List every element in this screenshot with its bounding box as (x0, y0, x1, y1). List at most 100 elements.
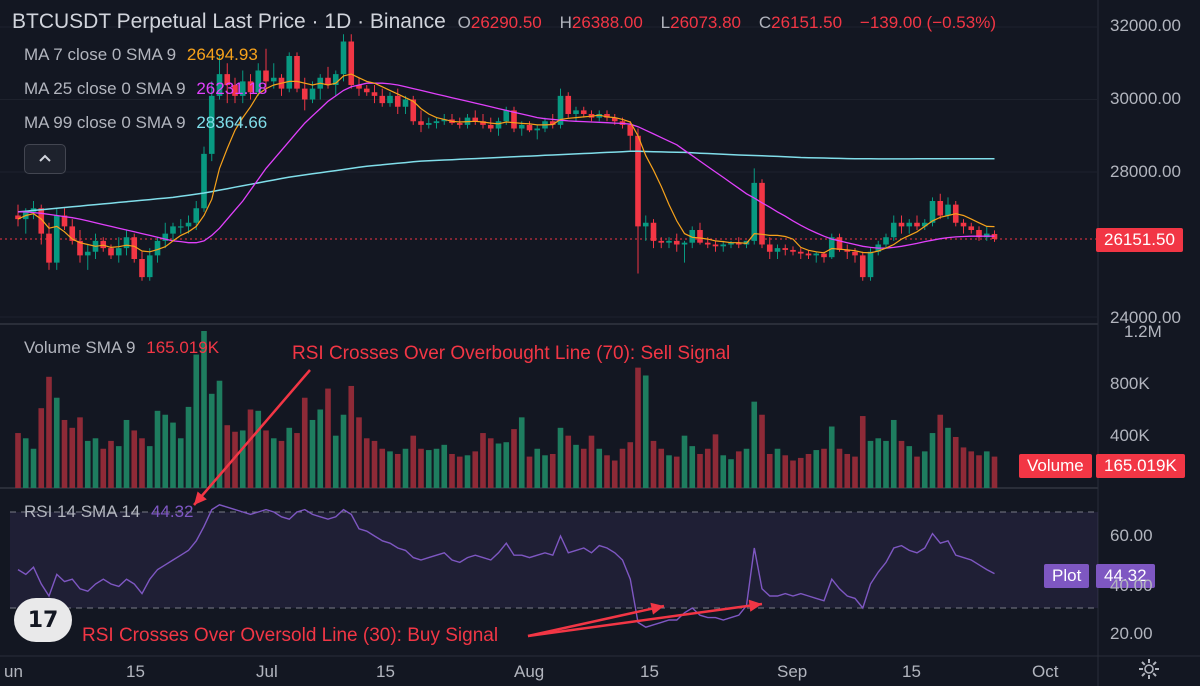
candle-body (821, 253, 827, 258)
volume-bar (418, 448, 424, 488)
volume-bar (294, 433, 300, 488)
volume-bar (15, 433, 21, 488)
candle-body (286, 56, 293, 89)
volume-bar (340, 414, 347, 488)
candle-body (387, 95, 393, 104)
candle-body (162, 233, 169, 241)
candle-body (867, 251, 874, 278)
volume-bar (611, 460, 618, 488)
price-axis-label: 32000.00 (1110, 16, 1181, 35)
volume-bar (301, 397, 308, 488)
collapse-legend-button[interactable] (24, 144, 66, 174)
candle-body (247, 81, 254, 93)
volume-bar (526, 456, 533, 488)
candle-body (627, 124, 634, 136)
volume-bar (557, 427, 564, 488)
volume-bar (642, 375, 649, 488)
tradingview-logo[interactable]: 17 (14, 598, 72, 642)
volume-legend[interactable]: Volume SMA 9 165.019K (24, 338, 220, 357)
candle-body (503, 110, 510, 122)
volume-bar (805, 453, 812, 488)
candle-body (270, 77, 277, 82)
volume-bar (797, 457, 804, 488)
volume-bar (247, 409, 254, 488)
candle-body (309, 88, 316, 100)
candle-body (604, 114, 610, 118)
symbol-legend: BTCUSDT Perpetual Last Price · 1D · Bina… (12, 10, 996, 33)
candle-body (472, 117, 479, 122)
candle-body (658, 240, 665, 243)
overbought-arrow-head (194, 491, 207, 505)
rsi-tag-value: 44.32 (1096, 564, 1155, 588)
volume-bar (464, 455, 471, 488)
volume-bar (193, 354, 200, 488)
volume-bar (673, 456, 680, 488)
candle-body (720, 244, 727, 247)
rsi-line (17, 504, 995, 628)
candle-body (968, 226, 975, 230)
volume-bar (867, 440, 874, 488)
volume-bar (139, 438, 145, 488)
volume-bar (604, 455, 610, 488)
volume-bar (821, 448, 827, 488)
volume-bar (503, 442, 510, 488)
volume-bar (635, 367, 641, 488)
volume-bar (332, 435, 339, 488)
candle-body (371, 92, 378, 96)
volume-bar (46, 376, 52, 488)
volume-bar (379, 448, 386, 488)
ma7-legend[interactable]: MA 7 close 0 SMA 9 26494.93 (24, 45, 258, 64)
time-axis-label: 15 (376, 662, 395, 681)
symbol-title[interactable]: BTCUSDT Perpetual Last Price · 1D · Bina… (12, 10, 446, 33)
candle-body (642, 222, 649, 227)
ma99-legend[interactable]: MA 99 close 0 SMA 9 28364.66 (24, 113, 268, 132)
candle-body (751, 182, 758, 241)
candle-body (255, 70, 262, 93)
volume-bar (852, 456, 858, 488)
volume-bar (751, 401, 758, 488)
high-value: 26388.00 (571, 13, 643, 32)
gear-icon[interactable] (1138, 658, 1160, 686)
volume-bar (115, 446, 122, 488)
candle-body (813, 253, 820, 256)
volume-bar (232, 431, 238, 488)
volume-bar (658, 448, 665, 488)
candle-body (611, 117, 618, 122)
volume-bar (952, 436, 959, 488)
candle-body (185, 222, 192, 227)
candle-body (596, 114, 603, 118)
ma7-value: 26494.93 (186, 45, 258, 64)
ma25-legend[interactable]: MA 25 close 0 SMA 9 26231.18 (24, 79, 268, 98)
candle-body (356, 85, 362, 89)
volume-bar (859, 416, 866, 488)
candle-body (774, 248, 781, 252)
volume-bar (270, 438, 277, 488)
candle-body (921, 222, 928, 227)
volume-bar (542, 455, 548, 488)
candle-body (844, 249, 851, 252)
candle-body (456, 123, 463, 125)
volume-bar (782, 455, 789, 488)
ma7-line (17, 73, 995, 254)
candle-body (859, 255, 866, 278)
volume-bar (774, 448, 781, 488)
volume-bar (456, 456, 463, 488)
volume-bar (100, 448, 107, 488)
rsi-legend[interactable]: RSI 14 SMA 14 44.32 (24, 502, 194, 521)
rsi-value: 44.32 (150, 502, 194, 521)
volume-bar (720, 455, 727, 488)
candle-body (418, 121, 424, 125)
candle-body (976, 230, 982, 238)
volume-bar (356, 417, 362, 488)
candle-body (61, 215, 68, 227)
rsi-band (10, 512, 1098, 608)
overbought-arrow (193, 369, 311, 506)
volume-bar (53, 397, 60, 488)
candle-body (425, 123, 432, 125)
volume-bar (898, 440, 905, 488)
candle-body (193, 208, 200, 223)
volume-bar (627, 442, 634, 488)
oversold-arrow-2-head (748, 599, 762, 612)
candle-body (557, 95, 564, 125)
